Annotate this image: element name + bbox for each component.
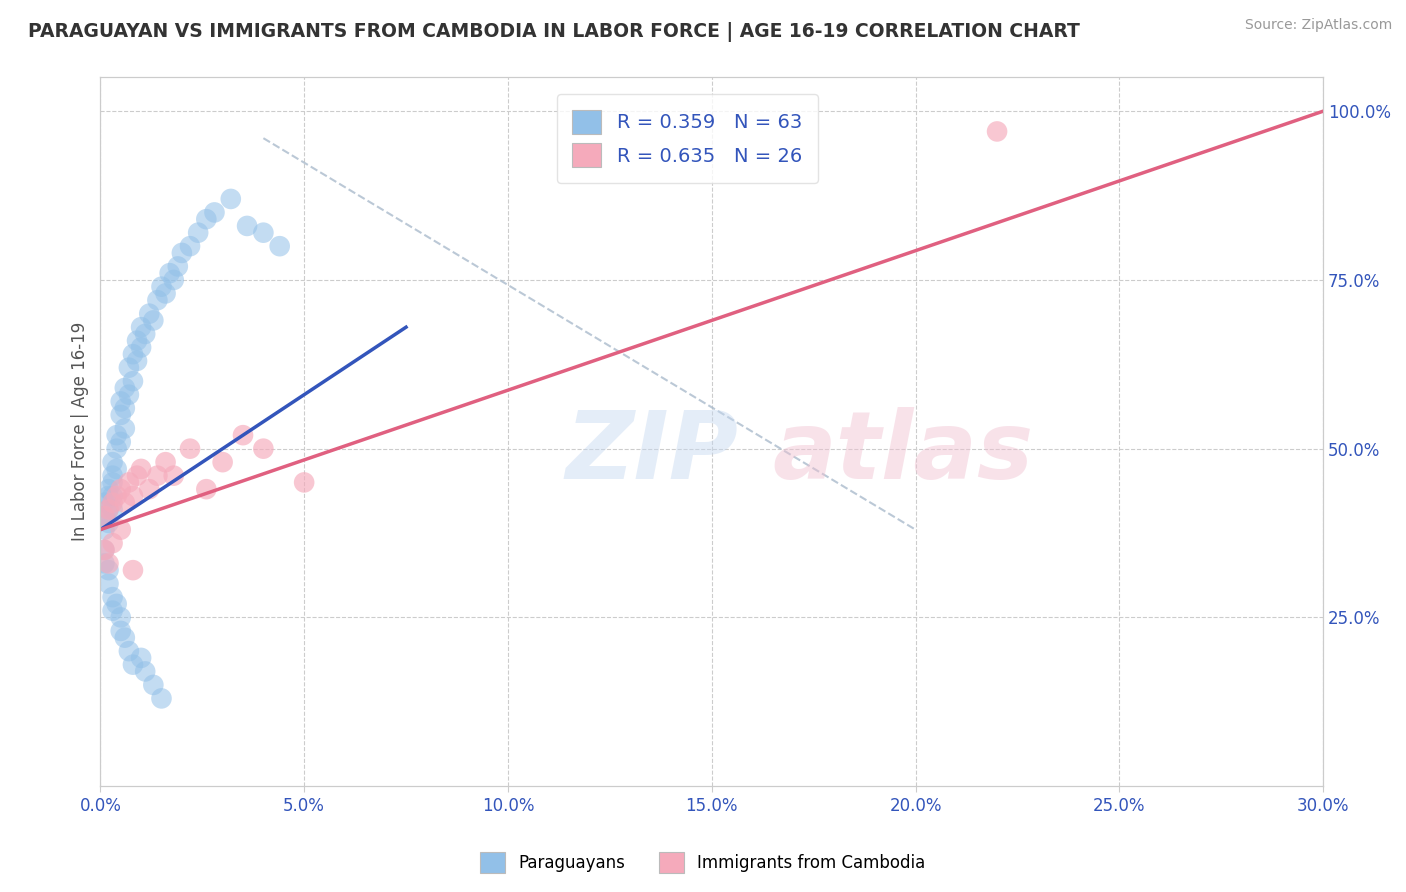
- Point: [122, 347, 145, 361]
- Point: [129, 462, 152, 476]
- Point: [122, 489, 145, 503]
- Point: [105, 462, 128, 476]
- Point: [163, 273, 186, 287]
- Point: [159, 266, 181, 280]
- Point: [138, 307, 160, 321]
- Point: [114, 496, 136, 510]
- Point: [134, 665, 156, 679]
- Point: [118, 644, 141, 658]
- Point: [97, 489, 120, 503]
- Point: [110, 408, 132, 422]
- Point: [101, 536, 124, 550]
- Point: [105, 442, 128, 456]
- Point: [232, 428, 254, 442]
- Point: [142, 678, 165, 692]
- Point: [101, 455, 124, 469]
- Point: [93, 542, 115, 557]
- Text: PARAGUAYAN VS IMMIGRANTS FROM CAMBODIA IN LABOR FORCE | AGE 16-19 CORRELATION CH: PARAGUAYAN VS IMMIGRANTS FROM CAMBODIA I…: [28, 22, 1080, 42]
- Point: [101, 502, 124, 516]
- Text: ZIP: ZIP: [565, 407, 738, 499]
- Point: [179, 442, 201, 456]
- Point: [118, 475, 141, 490]
- Legend: Paraguayans, Immigrants from Cambodia: Paraguayans, Immigrants from Cambodia: [474, 846, 932, 880]
- Point: [129, 340, 152, 354]
- Text: atlas: atlas: [773, 407, 1035, 499]
- Point: [97, 516, 120, 530]
- Point: [97, 576, 120, 591]
- Point: [110, 610, 132, 624]
- Point: [269, 239, 291, 253]
- Point: [101, 475, 124, 490]
- Point: [114, 631, 136, 645]
- Point: [93, 557, 115, 571]
- Point: [252, 442, 274, 456]
- Point: [125, 354, 148, 368]
- Point: [150, 279, 173, 293]
- Point: [138, 482, 160, 496]
- Point: [292, 475, 315, 490]
- Point: [97, 502, 120, 516]
- Point: [110, 434, 132, 449]
- Point: [97, 563, 120, 577]
- Point: [97, 502, 120, 516]
- Point: [101, 604, 124, 618]
- Point: [93, 509, 115, 524]
- Point: [105, 489, 128, 503]
- Point: [129, 651, 152, 665]
- Point: [187, 226, 209, 240]
- Point: [150, 691, 173, 706]
- Point: [97, 482, 120, 496]
- Point: [219, 192, 242, 206]
- Point: [179, 239, 201, 253]
- Point: [195, 212, 218, 227]
- Point: [114, 401, 136, 416]
- Point: [155, 286, 177, 301]
- Point: [170, 246, 193, 260]
- Point: [118, 387, 141, 401]
- Point: [122, 563, 145, 577]
- Point: [146, 468, 169, 483]
- Point: [93, 509, 115, 524]
- Point: [129, 320, 152, 334]
- Point: [101, 496, 124, 510]
- Point: [146, 293, 169, 308]
- Point: [110, 482, 132, 496]
- Point: [101, 489, 124, 503]
- Point: [204, 205, 226, 219]
- Point: [93, 496, 115, 510]
- Point: [211, 455, 233, 469]
- Point: [163, 468, 186, 483]
- Point: [101, 468, 124, 483]
- Y-axis label: In Labor Force | Age 16-19: In Labor Force | Age 16-19: [72, 322, 89, 541]
- Point: [122, 374, 145, 388]
- Point: [114, 421, 136, 435]
- Point: [986, 124, 1008, 138]
- Point: [93, 542, 115, 557]
- Point: [93, 523, 115, 537]
- Point: [252, 226, 274, 240]
- Legend: R = 0.359   N = 63, R = 0.635   N = 26: R = 0.359 N = 63, R = 0.635 N = 26: [557, 95, 818, 183]
- Point: [142, 313, 165, 327]
- Point: [122, 657, 145, 672]
- Point: [134, 326, 156, 341]
- Point: [110, 624, 132, 638]
- Point: [125, 334, 148, 348]
- Point: [166, 260, 188, 274]
- Point: [125, 468, 148, 483]
- Point: [101, 590, 124, 604]
- Point: [114, 381, 136, 395]
- Point: [110, 394, 132, 409]
- Point: [118, 360, 141, 375]
- Text: Source: ZipAtlas.com: Source: ZipAtlas.com: [1244, 18, 1392, 32]
- Point: [110, 523, 132, 537]
- Point: [155, 455, 177, 469]
- Point: [195, 482, 218, 496]
- Point: [97, 557, 120, 571]
- Point: [105, 428, 128, 442]
- Point: [105, 597, 128, 611]
- Point: [236, 219, 259, 233]
